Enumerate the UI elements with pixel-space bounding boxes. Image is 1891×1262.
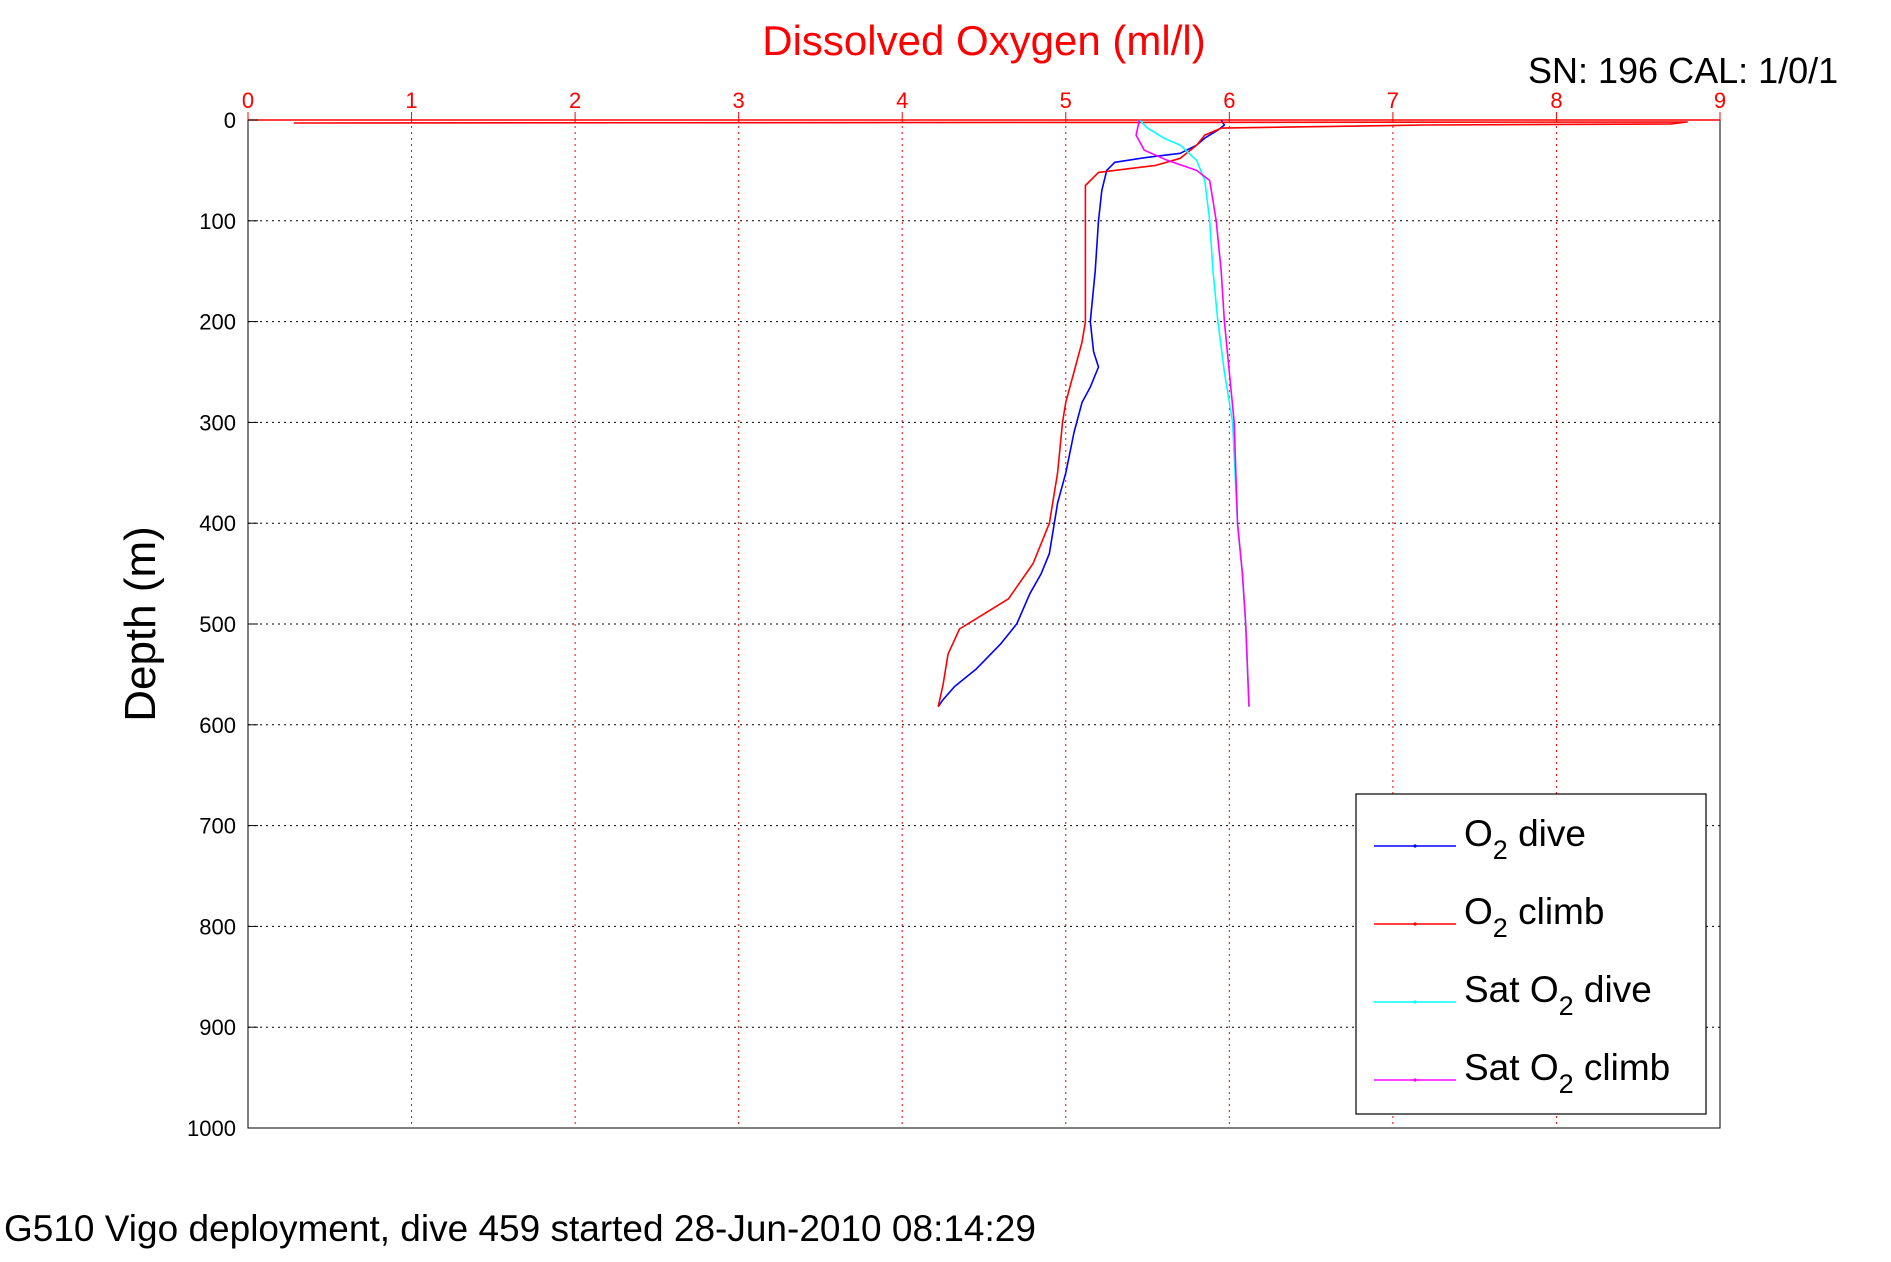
series-line-o2_dive xyxy=(937,119,1226,708)
y-tick-label: 800 xyxy=(199,914,236,939)
x-tick-label: 4 xyxy=(896,88,908,113)
legend-marker-o2_climb xyxy=(1413,922,1417,926)
y-tick-label: 200 xyxy=(199,310,236,335)
x-axis: 0 1 2 3 4 5 6 7 8 9 xyxy=(242,88,1726,121)
x-tick-label: 3 xyxy=(733,88,745,113)
y-tick-label: 700 xyxy=(199,814,236,839)
legend-marker-sat_dive xyxy=(1413,1000,1417,1004)
y-axis: 0 100 200 300 400 500 600 700 800 900 1000 xyxy=(187,108,258,1141)
legend-marker-sat_climb xyxy=(1413,1078,1417,1082)
y-tick-label: 500 xyxy=(199,612,236,637)
x-tick-label: 7 xyxy=(1387,88,1399,113)
y-tick-label: 600 xyxy=(199,713,236,738)
legend-box xyxy=(1355,793,1707,1115)
data-series xyxy=(293,119,1689,708)
x-tick-label: 5 xyxy=(1060,88,1072,113)
legend-label-sat_dive: Sat O2 dive xyxy=(1464,969,1652,1021)
chart-title: Dissolved Oxygen (ml/l) xyxy=(762,17,1205,64)
y-tick-label: 400 xyxy=(199,511,236,536)
x-tick-label: 9 xyxy=(1714,88,1726,113)
legend-label-o2_dive: O2 dive xyxy=(1464,813,1586,865)
y-axis-label: Depth (m) xyxy=(116,526,165,722)
y-tick-label: 300 xyxy=(199,410,236,435)
y-tick-label: 1000 xyxy=(187,1116,236,1141)
legend: O2 dive O2 climb Sat O2 dive Sat O2 climb xyxy=(1355,793,1707,1115)
serial-calibration-label: SN: 196 CAL: 1/0/1 xyxy=(1528,50,1839,91)
y-tick-label: 0 xyxy=(224,108,236,133)
dive-caption: G510 Vigo deployment, dive 459 started 2… xyxy=(4,1208,1036,1249)
legend-marker-o2_dive xyxy=(1413,844,1417,848)
y-tick-label: 900 xyxy=(199,1015,236,1040)
y-tick-label: 100 xyxy=(199,209,236,234)
series-line-sat_climb xyxy=(1135,119,1250,707)
x-tick-label: 8 xyxy=(1550,88,1562,113)
series-line-o2_climb xyxy=(293,121,1689,707)
grid-lines xyxy=(248,120,1720,1128)
x-tick-label: 2 xyxy=(569,88,581,113)
x-tick-label: 0 xyxy=(242,88,254,113)
x-tick-label: 6 xyxy=(1223,88,1235,113)
x-tick-label: 1 xyxy=(405,88,417,113)
legend-label-sat_climb: Sat O2 climb xyxy=(1464,1047,1670,1099)
legend-label-o2_climb: O2 climb xyxy=(1464,891,1604,943)
